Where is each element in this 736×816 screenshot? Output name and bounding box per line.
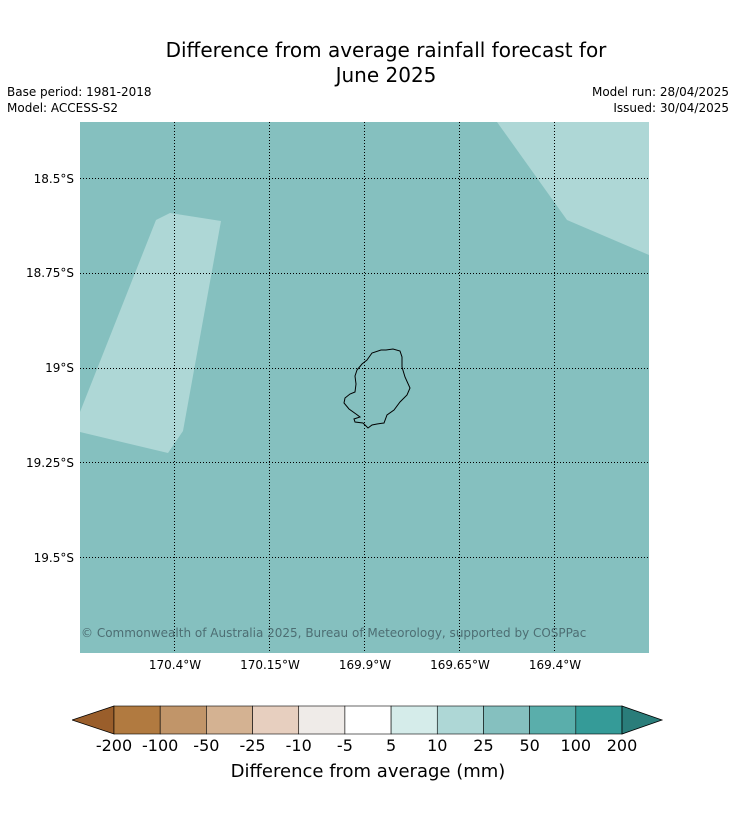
lon-label: 169.65°W [430,658,490,672]
colorbar [72,705,664,735]
title-line-1: Difference from average rainfall forecas… [165,38,607,62]
colorbar-title: Difference from average (mm) [230,761,506,782]
lon-label: 170.15°W [240,658,300,672]
colorbar-tick-label: -200 [95,736,133,755]
colorbar-tick-label: -10 [285,736,312,755]
colorbar-segment [344,705,392,735]
map-panel [80,122,649,653]
lat-label: 19°S [45,361,74,375]
colorbar-tick-label: 10 [427,736,448,755]
colorbar-tick-label: -5 [336,736,353,755]
colorbar-tick-label: 5 [385,736,397,755]
lat-label: 18.5°S [33,172,74,186]
colorbar-segment [206,705,253,735]
copyright-notice: © Commonwealth of Australia 2025, Bureau… [81,626,587,640]
colorbar-segment [529,705,577,735]
issued-date: Issued: 30/04/2025 [613,101,729,115]
colorbar-tick-label: 200 [606,736,638,755]
lon-label: 169.4°W [528,658,582,672]
colorbar-segment [252,705,300,735]
lat-label: 19.25°S [26,456,74,470]
chart-title: Difference from average rainfall forecas… [0,38,736,88]
graticule [80,122,649,653]
colorbar-segment [436,705,484,735]
colorbar-tick-label: -100 [142,736,179,755]
niue-island-outline [343,348,411,429]
colorbar-tick-label: 25 [473,736,494,755]
base-period: Base period: 1981-2018 [7,85,152,99]
lon-label: 169.9°W [338,658,392,672]
colorbar-tick-label: -50 [193,736,220,755]
lon-label: 170.4°W [148,658,202,672]
model-name: Model: ACCESS-S2 [7,101,119,115]
colorbar-tick-label: 100 [560,736,592,755]
colorbar-segment [390,705,438,735]
colorbar-extend-low [72,705,115,735]
model-run: Model run: 28/04/2025 [591,85,729,99]
colorbar-segment [483,705,530,735]
colorbar-segment [298,705,346,735]
map-svg [80,122,649,653]
wetter-patch-northeast [497,122,649,255]
meta-left: Base period: 1981-2018 Model: ACCESS-S2 [7,84,152,116]
meta-right: Model run: 28/04/2025 Issued: 30/04/2025 [592,84,729,116]
colorbar-segment [159,705,207,735]
lat-label: 18.75°S [26,266,74,280]
colorbar-segment [575,705,623,735]
title-line-2: June 2025 [335,63,437,87]
colorbar-segment [113,705,161,735]
colorbar-extend-high [621,705,664,735]
colorbar-tick-label: -25 [239,736,266,755]
lat-label: 19.5°S [33,551,74,565]
colorbar-tick-label: 50 [519,736,540,755]
